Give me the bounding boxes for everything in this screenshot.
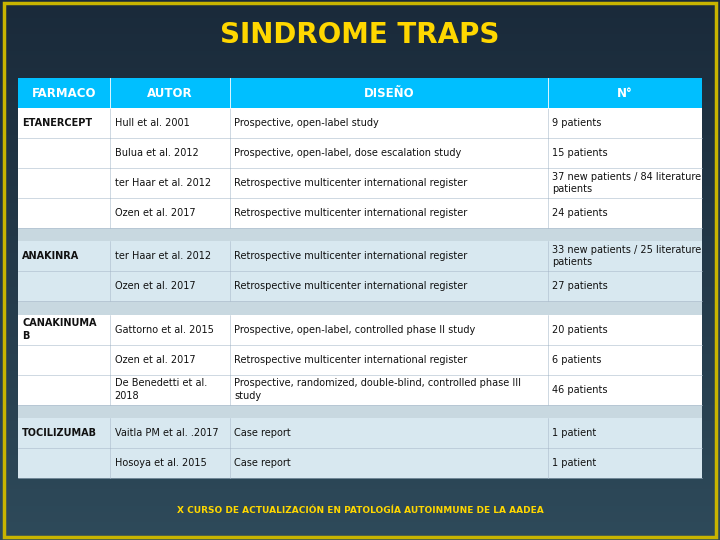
Text: DISEÑO: DISEÑO [364, 86, 415, 100]
Text: Retrospective multicenter international register: Retrospective multicenter international … [235, 208, 467, 218]
Text: ANAKINRA: ANAKINRA [22, 251, 80, 261]
Text: ETANERCEPT: ETANERCEPT [22, 118, 92, 128]
Text: Ozen et al. 2017: Ozen et al. 2017 [114, 208, 195, 218]
Text: Ozen et al. 2017: Ozen et al. 2017 [114, 281, 195, 291]
Text: 20 patients: 20 patients [552, 325, 608, 335]
Bar [18, 78, 702, 108]
Bar [18, 315, 702, 345]
Text: Prospective, open-label study: Prospective, open-label study [235, 118, 379, 128]
Text: TOCILIZUMAB: TOCILIZUMAB [22, 428, 97, 438]
Text: Bulua et al. 2012: Bulua et al. 2012 [114, 148, 199, 158]
Text: Prospective, open-label, controlled phase II study: Prospective, open-label, controlled phas… [235, 325, 476, 335]
Text: De Benedetti et al.
2018: De Benedetti et al. 2018 [114, 379, 207, 401]
Text: 1 patient: 1 patient [552, 458, 597, 468]
Text: N°: N° [617, 86, 633, 100]
Text: Case report: Case report [235, 458, 291, 468]
Text: 9 patients: 9 patients [552, 118, 602, 128]
Bar [18, 108, 702, 138]
Text: 27 patients: 27 patients [552, 281, 608, 291]
Text: Hosoya et al. 2015: Hosoya et al. 2015 [114, 458, 207, 468]
Text: 6 patients: 6 patients [552, 355, 602, 365]
Text: X CURSO DE ACTUALIZACIÓN EN PATOLOGÍA AUTOINMUNE DE LA AADEA: X CURSO DE ACTUALIZACIÓN EN PATOLOGÍA AU… [176, 506, 544, 515]
Bar [18, 198, 702, 228]
Text: Retrospective multicenter international register: Retrospective multicenter international … [235, 251, 467, 261]
Text: Hull et al. 2001: Hull et al. 2001 [114, 118, 189, 128]
Text: Gattorno et al. 2015: Gattorno et al. 2015 [114, 325, 214, 335]
Bar [18, 168, 702, 198]
Text: Prospective, randomized, double-blind, controlled phase III
study: Prospective, randomized, double-blind, c… [235, 379, 521, 401]
Text: 24 patients: 24 patients [552, 208, 608, 218]
Bar [18, 241, 702, 271]
Bar [18, 448, 702, 478]
Text: CANAKINUMA
B: CANAKINUMA B [22, 319, 96, 341]
Text: Retrospective multicenter international register: Retrospective multicenter international … [235, 355, 467, 365]
Text: Retrospective multicenter international register: Retrospective multicenter international … [235, 281, 467, 291]
Text: Prospective, open-label, dose escalation study: Prospective, open-label, dose escalation… [235, 148, 462, 158]
Bar [18, 404, 702, 418]
Text: ter Haar et al. 2012: ter Haar et al. 2012 [114, 178, 211, 188]
Text: AUTOR: AUTOR [148, 86, 193, 100]
Text: Retrospective multicenter international register: Retrospective multicenter international … [235, 178, 467, 188]
Text: Ozen et al. 2017: Ozen et al. 2017 [114, 355, 195, 365]
Bar [18, 418, 702, 448]
Text: Vaitla PM et al. .2017: Vaitla PM et al. .2017 [114, 428, 218, 438]
Text: SINDROME TRAPS: SINDROME TRAPS [220, 21, 500, 49]
Text: Case report: Case report [235, 428, 291, 438]
Text: 15 patients: 15 patients [552, 148, 608, 158]
Bar [18, 271, 702, 301]
Text: FARMACO: FARMACO [32, 86, 96, 100]
Bar [18, 228, 702, 241]
Text: 33 new patients / 25 literature
patients: 33 new patients / 25 literature patients [552, 245, 702, 267]
Text: 46 patients: 46 patients [552, 384, 608, 395]
Bar [18, 138, 702, 168]
Bar [18, 301, 702, 315]
Text: 37 new patients / 84 literature
patients: 37 new patients / 84 literature patients [552, 172, 701, 194]
Text: ter Haar et al. 2012: ter Haar et al. 2012 [114, 251, 211, 261]
Bar [18, 375, 702, 404]
Bar [18, 345, 702, 375]
Text: 1 patient: 1 patient [552, 428, 597, 438]
